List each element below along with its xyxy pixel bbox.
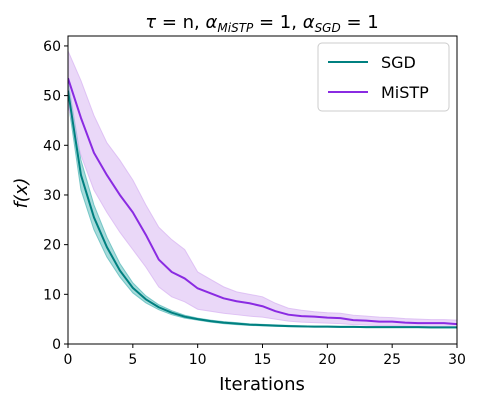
y-tick-label: 0 bbox=[52, 337, 61, 353]
x-tick-label: 20 bbox=[318, 352, 336, 368]
axes: 0 5 10 15 20 25 30 0 10 20 30 40 50 60 bbox=[43, 35, 466, 368]
band-mistp bbox=[68, 50, 457, 328]
chart-title: τ = n, αMiSTP = 1, αSGD = 1 bbox=[145, 12, 378, 35]
title-alpha-mistp: α bbox=[206, 12, 218, 33]
title-alpha-sgd: α bbox=[303, 12, 315, 33]
title-tau: τ bbox=[145, 12, 156, 33]
y-axis-label: f(x) bbox=[11, 177, 32, 208]
title-eq-n: = n, bbox=[156, 12, 205, 33]
y-tick-label: 40 bbox=[43, 138, 61, 154]
x-tick-label: 0 bbox=[64, 352, 73, 368]
y-tick-label: 50 bbox=[43, 89, 61, 105]
plot-area bbox=[68, 50, 457, 329]
x-tick-label: 25 bbox=[383, 352, 401, 368]
line-sgd bbox=[68, 90, 457, 329]
title-sub-sgd: SGD bbox=[315, 21, 341, 35]
x-tick-label: 10 bbox=[189, 352, 207, 368]
title-eq-1a: = 1, bbox=[253, 12, 302, 33]
title-sub-mistp: MiSTP bbox=[217, 21, 254, 35]
x-tick-label: 30 bbox=[448, 352, 466, 368]
title-eq-1b: = 1 bbox=[341, 12, 379, 33]
y-tick-label: 60 bbox=[43, 39, 61, 55]
x-tick-label: 5 bbox=[128, 352, 137, 368]
x-tick-label: 15 bbox=[254, 352, 272, 368]
legend-label-sgd: SGD bbox=[381, 53, 416, 72]
legend: SGD MiSTP bbox=[317, 42, 450, 112]
x-axis-label: Iterations bbox=[219, 374, 305, 395]
plot-content bbox=[68, 50, 457, 329]
legend-label-mistp: MiSTP bbox=[381, 83, 429, 102]
y-tick-label: 10 bbox=[43, 287, 61, 303]
legend-box bbox=[317, 42, 450, 112]
line-mistp bbox=[68, 77, 457, 326]
y-tick-label: 20 bbox=[43, 238, 61, 254]
y-tick-label: 30 bbox=[43, 188, 61, 204]
